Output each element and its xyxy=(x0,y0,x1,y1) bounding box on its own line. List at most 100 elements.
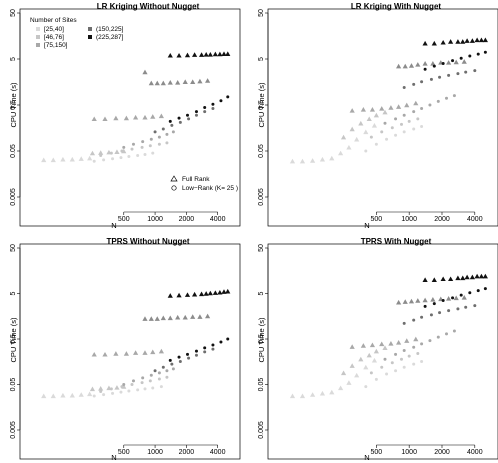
full-rank-point xyxy=(396,63,402,69)
low-rank-point xyxy=(219,340,223,344)
low-rank-point xyxy=(452,94,456,98)
full-rank-point xyxy=(113,115,119,121)
full-rank-point xyxy=(366,352,372,358)
low-rank-point xyxy=(420,360,424,364)
full-rank-point xyxy=(190,79,196,84)
y-tick-label: 0.005 xyxy=(10,421,17,439)
full-rank-point xyxy=(453,59,459,65)
legend-circle-icon xyxy=(171,185,177,191)
full-rank-point xyxy=(167,315,173,321)
y-tick-label: 0.005 xyxy=(258,421,265,439)
legend-swatch-2 xyxy=(36,35,40,39)
full-rank-point xyxy=(87,155,93,161)
low-rank-point xyxy=(451,296,455,300)
full-rank-point xyxy=(167,52,173,58)
legend-shape-label-2: Low−Rank (K= 25 ) xyxy=(182,185,238,192)
low-rank-point xyxy=(420,342,424,346)
low-rank-point xyxy=(168,358,172,362)
low-rank-point xyxy=(369,135,373,139)
low-rank-point xyxy=(402,348,406,352)
low-rank-point xyxy=(420,80,424,84)
panel-title: LR Kriging Without Nugget xyxy=(97,2,200,11)
x-tick-label: 4000 xyxy=(467,216,483,223)
full-rank-point xyxy=(133,350,139,355)
y-tick-label: 5 xyxy=(258,291,265,295)
full-rank-point xyxy=(373,112,379,118)
low-rank-point xyxy=(420,106,424,110)
full-rank-point xyxy=(340,134,347,140)
full-rank-point xyxy=(431,277,437,283)
panel-title: TPRS Without Nugget xyxy=(106,237,189,246)
full-rank-point xyxy=(184,292,191,297)
full-rank-point xyxy=(329,389,335,395)
full-rank-point xyxy=(460,39,466,44)
x-tick-label: 2000 xyxy=(434,216,450,223)
full-rank-point xyxy=(338,150,344,156)
low-rank-point xyxy=(122,383,126,386)
low-rank-point xyxy=(194,353,198,357)
low-rank-point xyxy=(380,365,384,369)
full-rank-point xyxy=(346,380,352,385)
low-rank-point xyxy=(131,142,135,146)
low-rank-point xyxy=(399,122,403,126)
low-rank-point xyxy=(428,339,432,343)
panel-lr-kriging-without-nugget: LR Kriging Without Nugget 0.005 0.05 0.5 5 5… xyxy=(9,2,241,230)
y-tick-label: 0.05 xyxy=(10,144,17,158)
x-axis-label: N xyxy=(364,453,369,462)
full-rank-point xyxy=(203,51,209,57)
x-tick-label: 1000 xyxy=(401,216,417,223)
low-rank-point xyxy=(452,329,456,333)
y-tick-label: 50 xyxy=(10,9,17,17)
low-rank-point xyxy=(441,299,445,303)
full-rank-point xyxy=(363,129,369,135)
full-rank-point xyxy=(69,156,75,162)
full-rank-point xyxy=(478,37,485,43)
low-rank-point xyxy=(111,157,115,161)
low-rank-point xyxy=(416,352,420,356)
full-rank-point xyxy=(415,298,421,303)
full-rank-point xyxy=(448,39,454,44)
x-tick-label: 2000 xyxy=(179,216,195,223)
full-rank-point xyxy=(133,114,139,120)
full-rank-point xyxy=(349,108,355,113)
full-rank-point xyxy=(91,351,97,357)
full-rank-point xyxy=(388,105,394,110)
full-rank-point xyxy=(469,38,475,43)
full-rank-point xyxy=(203,291,209,296)
full-rank-point xyxy=(402,63,408,69)
y-tick-label: 5 xyxy=(10,57,17,61)
full-rank-point xyxy=(422,277,428,283)
full-rank-point xyxy=(158,348,164,354)
low-rank-point xyxy=(185,113,189,117)
full-rank-point xyxy=(396,104,402,109)
low-rank-point xyxy=(141,140,145,144)
x-tick-label: 2000 xyxy=(434,449,450,456)
low-rank-point xyxy=(130,147,134,151)
full-rank-point xyxy=(440,276,446,282)
panel-lr-kriging-with-nugget: LR Kriging With Nugget 0.005 0.05 0.5 5 50 50… xyxy=(257,2,498,230)
full-rank-point xyxy=(379,106,385,111)
full-rank-point xyxy=(182,314,188,320)
full-rank-point xyxy=(319,390,326,396)
low-rank-point xyxy=(407,119,411,123)
full-rank-point xyxy=(289,158,296,164)
legend-swatch-1 xyxy=(36,27,40,31)
full-rank-point xyxy=(60,156,66,162)
low-rank-point xyxy=(157,135,161,139)
full-rank-point xyxy=(78,156,84,161)
low-rank-point xyxy=(428,103,432,107)
low-rank-point xyxy=(423,304,427,308)
full-rank-point xyxy=(455,275,461,281)
legend-label-1: [25,40] xyxy=(44,26,64,33)
full-rank-point xyxy=(422,61,428,66)
low-rank-point xyxy=(194,110,198,114)
low-rank-point xyxy=(130,383,134,386)
full-rank-point xyxy=(408,63,415,68)
low-rank-point xyxy=(119,156,123,160)
low-rank-point xyxy=(161,365,165,369)
low-rank-point xyxy=(402,130,406,134)
low-rank-point xyxy=(394,352,398,356)
low-rank-point xyxy=(429,313,433,317)
y-tick-label: 5 xyxy=(10,291,17,295)
full-rank-point xyxy=(89,150,96,156)
